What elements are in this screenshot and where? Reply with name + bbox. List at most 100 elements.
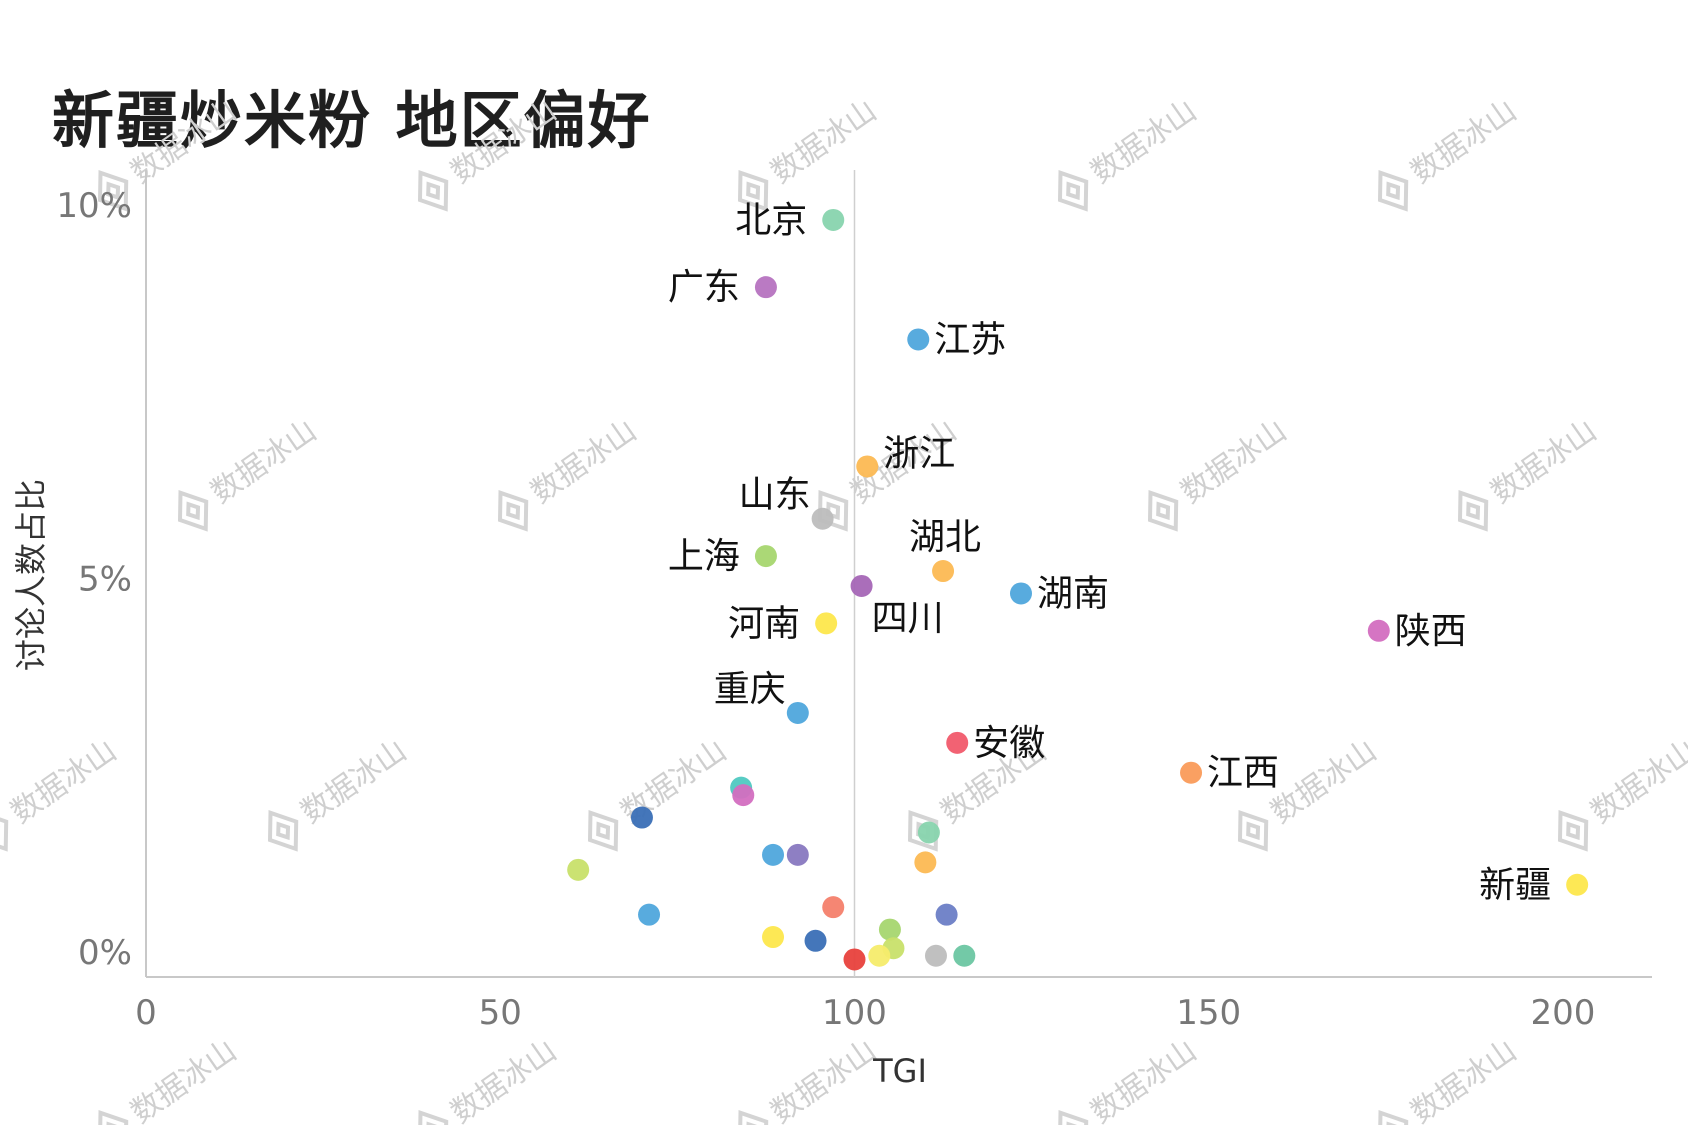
watermark-logo-icon xyxy=(1377,1110,1409,1125)
watermark-logo-icon xyxy=(97,1110,129,1125)
watermark: 数据冰山 xyxy=(737,1033,883,1125)
watermark-logo-icon xyxy=(1457,490,1489,532)
watermark-logo-icon xyxy=(1057,1110,1089,1125)
x-tick-label: 200 xyxy=(1531,993,1596,1033)
y-tick-label: 10% xyxy=(56,186,132,226)
data-point xyxy=(843,948,866,971)
watermark: 数据冰山 xyxy=(417,1033,563,1125)
watermark-logo-icon xyxy=(1557,810,1589,852)
point-label: 山东 xyxy=(739,475,811,516)
y-axis-title: 讨论人数占比 xyxy=(12,479,50,671)
data-point xyxy=(1009,582,1032,605)
point-label: 广东 xyxy=(668,267,740,308)
x-tick-label: 150 xyxy=(1176,993,1241,1033)
watermark-text: 数据冰山 xyxy=(445,1033,563,1125)
data-point xyxy=(630,806,653,829)
watermark: 数据冰山 xyxy=(1147,413,1293,532)
data-point xyxy=(732,784,755,807)
point-label: 北京 xyxy=(735,200,807,241)
watermark-text: 数据冰山 xyxy=(1405,1033,1523,1125)
point-label: 四川 xyxy=(872,598,944,639)
point-label: 江苏 xyxy=(934,319,1006,360)
data-point xyxy=(850,574,873,597)
watermark-logo-icon xyxy=(587,810,619,852)
watermark: 数据冰山 xyxy=(497,413,643,532)
point-label: 安徽 xyxy=(973,723,1045,764)
data-point xyxy=(932,560,955,583)
watermark: 数据冰山 xyxy=(737,93,883,212)
watermark: 数据冰山 xyxy=(267,733,413,852)
data-point xyxy=(1566,873,1589,896)
data-point xyxy=(1180,761,1203,784)
point-label: 陕西 xyxy=(1395,611,1467,652)
data-point xyxy=(1367,619,1390,642)
watermark-logo-icon xyxy=(1237,810,1269,852)
point-label: 江西 xyxy=(1207,753,1279,794)
y-tick-label: 5% xyxy=(78,560,132,600)
watermark-logo-icon xyxy=(737,170,769,212)
watermark: 数据冰山 xyxy=(177,413,323,532)
data-point xyxy=(878,918,901,941)
watermark-text: 数据冰山 xyxy=(205,413,323,510)
watermark-text: 数据冰山 xyxy=(125,93,243,190)
chart-title: 新疆炒米粉 地区偏好 xyxy=(52,84,652,157)
point-label: 湖北 xyxy=(909,517,981,558)
watermark-logo-icon xyxy=(737,1110,769,1125)
watermark: 数据冰山 xyxy=(0,733,123,852)
watermark-text: 数据冰山 xyxy=(1085,93,1203,190)
data-point xyxy=(786,701,809,724)
watermark: 数据冰山 xyxy=(1057,1033,1203,1125)
watermark-text: 数据冰山 xyxy=(1175,413,1293,510)
watermark: 数据冰山 xyxy=(1557,733,1688,852)
point-label: 上海 xyxy=(668,536,740,577)
watermark: 数据冰山 xyxy=(1377,93,1523,212)
data-point xyxy=(762,843,785,866)
data-point xyxy=(638,903,661,926)
watermark-logo-icon xyxy=(177,490,209,532)
point-label: 重庆 xyxy=(714,669,786,710)
watermark-text: 数据冰山 xyxy=(1085,1033,1203,1125)
point-label: 新疆 xyxy=(1479,865,1551,906)
watermark-logo-icon xyxy=(267,810,299,852)
chart-axes xyxy=(145,170,1652,978)
data-points xyxy=(567,208,1589,971)
data-point xyxy=(804,929,827,952)
watermark: 数据冰山 xyxy=(1457,413,1603,532)
axis-ticks: 0 50 100 150 200 0% 5% 10% xyxy=(56,186,1595,1033)
x-axis-title: TGI xyxy=(872,1052,927,1090)
watermark: 数据冰山 xyxy=(1057,93,1203,212)
watermark: 数据冰山 xyxy=(97,1033,243,1125)
watermark-logo-icon xyxy=(97,170,129,212)
point-label: 河南 xyxy=(728,603,800,644)
data-point xyxy=(754,276,777,299)
watermark: 数据冰山 xyxy=(587,733,733,852)
data-point xyxy=(811,507,834,530)
data-point xyxy=(754,545,777,568)
watermark-text: 数据冰山 xyxy=(765,93,883,190)
data-point xyxy=(935,903,958,926)
x-tick-label: 50 xyxy=(479,993,522,1033)
watermark-logo-icon xyxy=(417,170,449,212)
data-point xyxy=(924,944,947,967)
point-label: 湖南 xyxy=(1037,573,1109,614)
data-point xyxy=(815,612,838,635)
watermark-text: 数据冰山 xyxy=(445,93,563,190)
point-label: 浙江 xyxy=(883,433,955,474)
y-tick-label: 0% xyxy=(78,933,132,973)
x-tick-label: 100 xyxy=(822,993,887,1033)
watermark-logo-icon xyxy=(0,810,9,852)
watermark-logo-icon xyxy=(1057,170,1089,212)
data-point xyxy=(914,851,937,874)
watermark-text: 数据冰山 xyxy=(765,1033,883,1125)
watermark-text: 数据冰山 xyxy=(125,1033,243,1125)
watermark-logo-icon xyxy=(1147,490,1179,532)
watermark: 数据冰山 xyxy=(1377,1033,1523,1125)
watermark-logo-icon xyxy=(1377,170,1409,212)
data-point xyxy=(907,328,930,351)
watermark-text: 数据冰山 xyxy=(5,733,123,830)
data-point xyxy=(567,858,590,881)
data-point xyxy=(953,944,976,967)
